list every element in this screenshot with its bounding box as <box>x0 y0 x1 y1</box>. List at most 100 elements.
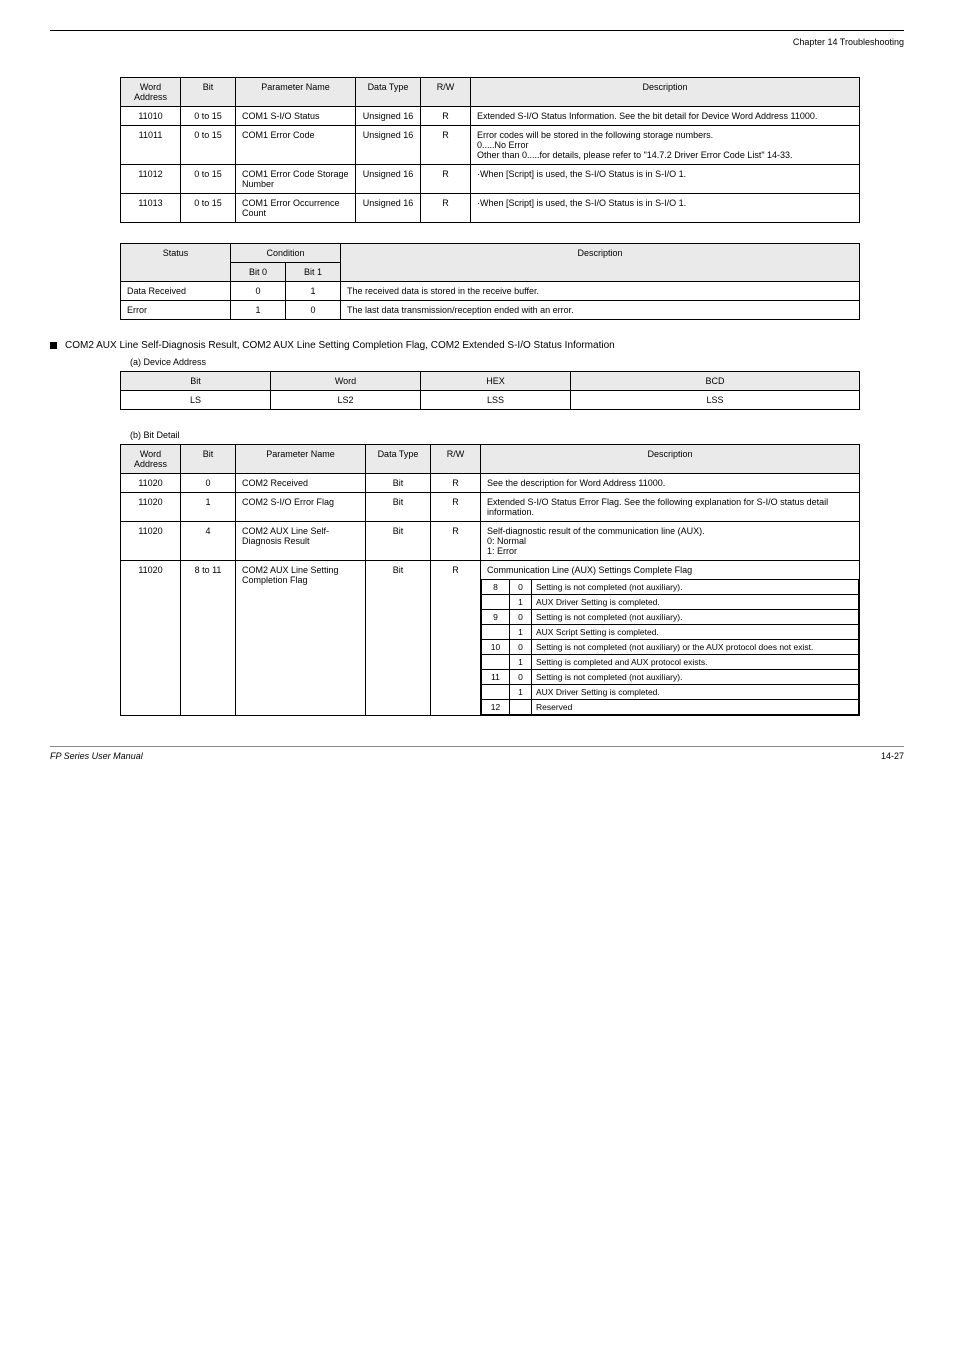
col-header: Status <box>121 244 231 282</box>
table-row: 1AUX Script Setting is completed. <box>482 625 859 640</box>
cell: 8 to 11 <box>181 561 236 716</box>
table-row: Bit Word HEX BCD <box>121 372 860 391</box>
cell: 8 <box>482 580 510 595</box>
cell: Bit <box>366 474 431 493</box>
cell: 0 to 15 <box>181 107 236 126</box>
cell: ·When [Script] is used, the S-I/O Status… <box>471 194 860 223</box>
table-row: Error 1 0 The last data transmission/rec… <box>121 301 860 320</box>
square-bullet-icon <box>50 342 57 349</box>
table-row: 1AUX Driver Setting is completed. <box>482 685 859 700</box>
table-row: Data Received 0 1 The received data is s… <box>121 282 860 301</box>
cell: 0 to 15 <box>181 194 236 223</box>
cell: 1 <box>510 685 532 700</box>
cell: Setting is not completed (not auxiliary)… <box>532 580 859 595</box>
col-header: Bit <box>121 372 271 391</box>
cell: R <box>431 493 481 522</box>
col-header: HEX <box>421 372 571 391</box>
cell <box>482 685 510 700</box>
table-row: 11020 0 COM2 Received Bit R See the desc… <box>121 474 860 493</box>
table-row: 100Setting is not completed (not auxilia… <box>482 640 859 655</box>
cell: 12 <box>482 700 510 715</box>
table-row: 1Setting is completed and AUX protocol e… <box>482 655 859 670</box>
cell: R <box>421 194 471 223</box>
cell: 1 <box>231 301 286 320</box>
cell: LSS <box>571 391 860 410</box>
cell: 1 <box>286 282 341 301</box>
col-header: Data Type <box>366 445 431 474</box>
col-header: Word Address <box>121 445 181 474</box>
cell: 0 to 15 <box>181 165 236 194</box>
cell: Data Received <box>121 282 231 301</box>
table-row: 11020 4 COM2 AUX Line Self-Diagnosis Res… <box>121 522 860 561</box>
cell: R <box>431 522 481 561</box>
cell: AUX Driver Setting is completed. <box>532 685 859 700</box>
cell <box>482 625 510 640</box>
col-header: Bit <box>181 445 236 474</box>
cell: R <box>421 165 471 194</box>
table-row: 80Setting is not completed (not auxiliar… <box>482 580 859 595</box>
cell: Setting is not completed (not auxiliary)… <box>532 640 859 655</box>
cell: 11020 <box>121 474 181 493</box>
cell: 11011 <box>121 126 181 165</box>
col-header: Bit 1 <box>286 263 341 282</box>
cell <box>510 700 532 715</box>
cell: COM2 S-I/O Error Flag <box>236 493 366 522</box>
cell: 0 <box>231 282 286 301</box>
cell: LSS <box>421 391 571 410</box>
cell: COM1 S-I/O Status <box>236 107 356 126</box>
table-3: Bit Word HEX BCD LS LS2 LSS LSS <box>120 371 860 410</box>
cell: 0 to 15 <box>181 126 236 165</box>
table-row: 11020 8 to 11 COM2 AUX Line Setting Comp… <box>121 561 860 716</box>
table-row: 1AUX Driver Setting is completed. <box>482 595 859 610</box>
cell: LS2 <box>271 391 421 410</box>
table-row: 11010 0 to 15 COM1 S-I/O Status Unsigned… <box>121 107 860 126</box>
cell: R <box>421 107 471 126</box>
cell: 0 <box>181 474 236 493</box>
cell: 1 <box>510 595 532 610</box>
cell: Self-diagnostic result of the communicat… <box>481 522 860 561</box>
heading-text: COM2 AUX Line Self-Diagnosis Result, COM… <box>65 340 615 351</box>
cell: LS <box>121 391 271 410</box>
cell: R <box>431 561 481 716</box>
table-row: 110Setting is not completed (not auxilia… <box>482 670 859 685</box>
col-header: Bit <box>181 78 236 107</box>
cell: COM1 Error Code Storage Number <box>236 165 356 194</box>
cell: AUX Driver Setting is completed. <box>532 595 859 610</box>
table-1: Word Address Bit Parameter Name Data Typ… <box>120 77 860 223</box>
col-header: Word <box>271 372 421 391</box>
col-header: R/W <box>421 78 471 107</box>
section-heading: COM2 AUX Line Self-Diagnosis Result, COM… <box>50 340 904 351</box>
table-row: 12Reserved <box>482 700 859 715</box>
subcaption-b: (b) Bit Detail <box>130 430 904 440</box>
cell: 11020 <box>121 493 181 522</box>
cell: 11020 <box>121 522 181 561</box>
cell: 11010 <box>121 107 181 126</box>
cell: 9 <box>482 610 510 625</box>
cell: Extended S-I/O Status Information. See t… <box>471 107 860 126</box>
col-header: R/W <box>431 445 481 474</box>
footer-right: 14-27 <box>881 751 904 761</box>
cell: 11012 <box>121 165 181 194</box>
cell: Unsigned 16 <box>356 194 421 223</box>
top-rule <box>50 30 904 31</box>
col-header: Description <box>471 78 860 107</box>
cell: 0 <box>510 580 532 595</box>
cell: 11020 <box>121 561 181 716</box>
cell: COM1 Error Code <box>236 126 356 165</box>
cell: Setting is completed and AUX protocol ex… <box>532 655 859 670</box>
col-header: BCD <box>571 372 860 391</box>
cell: COM2 AUX Line Setting Completion Flag <box>236 561 366 716</box>
cell: R <box>431 474 481 493</box>
cell <box>482 655 510 670</box>
header-text: Chapter 14 Troubleshooting <box>50 37 904 47</box>
subcaption-a: (a) Device Address <box>130 357 904 367</box>
table-row: 90Setting is not completed (not auxiliar… <box>482 610 859 625</box>
cell: Error <box>121 301 231 320</box>
table-row: Status Condition Description <box>121 244 860 263</box>
cell: 1 <box>181 493 236 522</box>
cell: 0 <box>510 670 532 685</box>
cell: Setting is not completed (not auxiliary)… <box>532 610 859 625</box>
col-header: Bit 0 <box>231 263 286 282</box>
table-row: LS LS2 LSS LSS <box>121 391 860 410</box>
cell: Unsigned 16 <box>356 107 421 126</box>
